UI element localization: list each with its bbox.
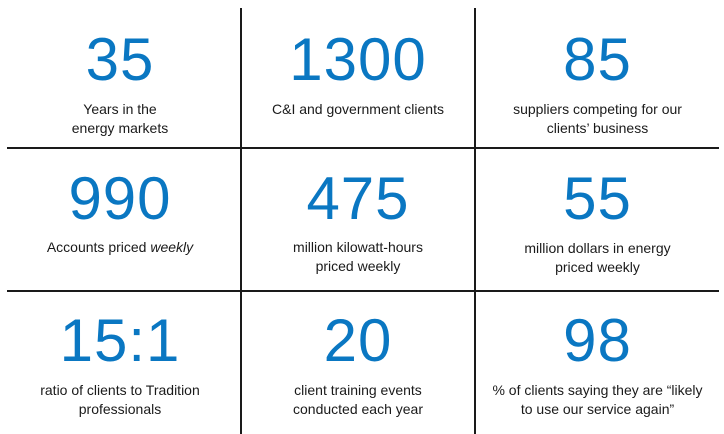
row-divider [7,147,719,149]
stat-value: 990 [68,165,172,232]
stat-cell-ratio: 15:1 ratio of clients to Tradition profe… [0,292,240,434]
stat-cell-clients: 1300 C&I and government clients [242,0,474,147]
stat-label-line2: professionals [78,401,162,417]
stat-label-line2: clients’ business [546,120,649,136]
stat-cell-dollars: 55 million dollars in energy priced week… [476,149,719,290]
stat-value: 20 [323,307,393,374]
stat-cell-years: 35 Years in the energy markets [0,0,240,147]
stat-value: 35 [85,26,155,93]
stat-label-line1: C&I and government clients [272,101,444,117]
stat-label-line1: million kilowatt-hours [293,239,423,255]
column-divider [240,8,242,434]
stat-label-line1: Accounts priced weekly [46,239,194,255]
stat-label-line1: client training events [294,382,422,398]
stat-label-line1: million dollars in energy [524,240,671,256]
stat-cell-training: 20 client training events conducted each… [242,292,474,434]
stat-label-line2: to use our service again” [520,401,675,417]
stat-label-line1: Years in the [83,101,157,117]
stat-label-line1: % of clients saying they are “likely [492,382,703,398]
stat-label-line2: conducted each year [293,401,423,417]
stat-cell-kilowatt-hours: 475 million kilowatt-hours priced weekly [242,149,474,290]
stat-cell-suppliers: 85 suppliers competing for our clients’ … [476,0,719,147]
stat-label-line1: suppliers competing for our [513,101,682,117]
row-divider [7,290,719,292]
stat-value: 85 [563,26,632,93]
stat-value: 98 [563,307,632,374]
stat-label-line2: energy markets [71,120,169,136]
stat-value: 1300 [289,26,427,93]
stat-value: 15:1 [59,307,181,374]
stat-value: 475 [306,165,410,232]
column-divider [474,8,476,434]
stat-label-line2: priced weekly [555,259,640,275]
stat-label-line1: ratio of clients to Tradition [40,382,200,398]
stat-value: 55 [563,165,632,232]
stat-cell-satisfaction: 98 % of clients saying they are “likely … [476,292,719,434]
stat-cell-accounts: 990 Accounts priced weekly [0,149,240,290]
stat-label-line2: priced weekly [315,258,401,274]
